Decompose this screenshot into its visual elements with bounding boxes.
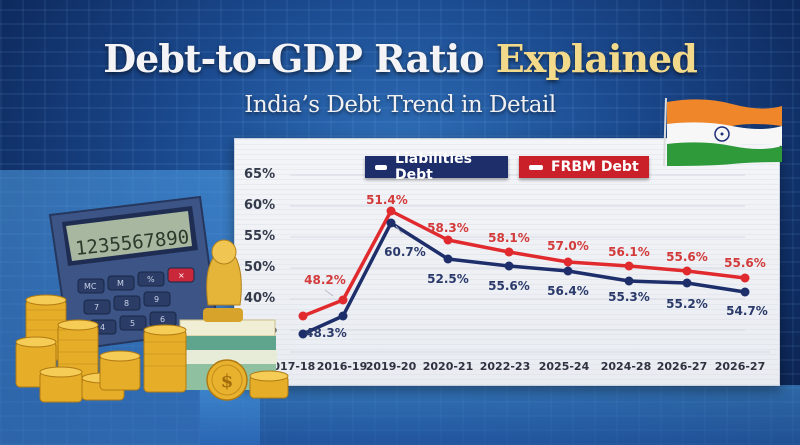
data-label-liabilities: 52.5%	[427, 272, 469, 286]
legend-swatch-icon	[529, 164, 543, 170]
y-tick: 60%	[244, 198, 276, 213]
svg-text:5: 5	[130, 319, 135, 328]
svg-text:6: 6	[160, 315, 165, 324]
data-label-frbm: 55.6%	[724, 256, 766, 270]
data-label-frbm: 58.3%	[427, 221, 469, 235]
title-main: Debt-to-GDP Ratio	[103, 36, 484, 81]
x-tick: 2016-19	[316, 360, 368, 373]
india-flag-icon	[663, 97, 782, 167]
page-title: Debt-to-GDP Ratio Explained	[0, 36, 800, 81]
svg-text:8: 8	[124, 299, 129, 308]
svg-text:M: M	[117, 279, 124, 288]
title-accent: Explained	[495, 36, 698, 81]
data-label-liabilities: 55.6%	[488, 279, 530, 293]
legend-liabilities-debt[interactable]: Liabilities Debt	[365, 151, 508, 183]
svg-text:9: 9	[154, 295, 159, 304]
x-tick: 2026-27	[656, 360, 708, 373]
y-tick: 65%	[244, 167, 276, 182]
svg-text:4: 4	[100, 323, 105, 332]
svg-text:$: $	[221, 371, 234, 392]
x-tick: 2020-21	[422, 360, 474, 373]
national-emblem-icon	[203, 239, 243, 322]
data-label-liabilities: 60.7%	[384, 245, 426, 259]
data-label-frbm: 56.1%	[608, 245, 650, 259]
data-label-liabilities: 56.4%	[547, 284, 589, 298]
data-label-liabilities: 55.3%	[608, 290, 650, 304]
page-subtitle: India’s Debt Trend in Detail	[244, 92, 556, 118]
legend-swatch-icon	[375, 164, 388, 170]
data-label-liabilities: 48.3%	[305, 326, 347, 340]
x-tick: 2017-18	[264, 360, 316, 373]
data-label-liabilities: 54.7%	[726, 304, 768, 318]
data-label-frbm: 48.2%	[304, 273, 346, 287]
svg-text:7: 7	[94, 303, 99, 312]
data-label-frbm: 58.1%	[488, 231, 530, 245]
legend-label: Liabilities Debt	[395, 151, 472, 183]
x-tick: 2026-27	[714, 360, 766, 373]
y-tick: 55%	[244, 229, 276, 244]
background-glow-bottom	[200, 385, 800, 445]
svg-text:×: ×	[178, 271, 185, 280]
x-tick: 2025-24	[538, 360, 590, 373]
data-label-frbm: 57.0%	[547, 239, 589, 253]
data-label-frbm: 51.4%	[366, 193, 408, 207]
svg-text:MC: MC	[84, 282, 97, 291]
legend-frbm-debt[interactable]: FRBM Debt	[519, 156, 649, 178]
data-label-liabilities: 55.2%	[666, 297, 708, 311]
x-tick: 2024-28	[600, 360, 652, 373]
x-tick: 2022-23	[479, 360, 531, 373]
dollar-coin-icon: $	[206, 359, 248, 401]
x-tick: 2019-20	[365, 360, 417, 373]
y-tick: 50%	[244, 260, 276, 275]
svg-text:%: %	[147, 275, 155, 284]
legend-label: FRBM Debt	[551, 159, 639, 175]
y-tick: 40%	[244, 291, 276, 306]
data-label-frbm: 55.6%	[666, 250, 708, 264]
coin-stacks-icon	[15, 294, 289, 403]
